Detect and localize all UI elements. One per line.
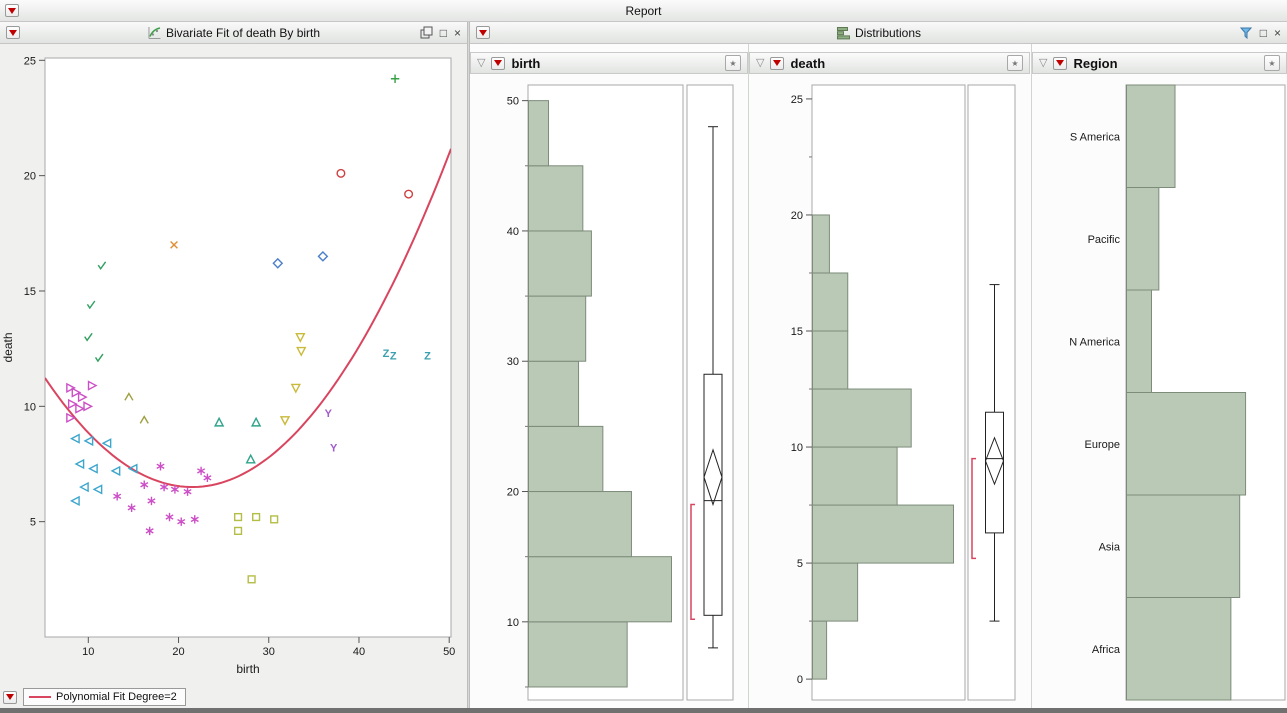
red-triangle-icon <box>479 29 487 36</box>
svg-text:25: 25 <box>24 55 36 67</box>
red-triangle-icon <box>773 60 782 66</box>
distributions-icon <box>836 26 850 39</box>
panel-divider[interactable] <box>467 22 470 713</box>
svg-text:50: 50 <box>443 646 455 658</box>
birth-red-triangle-menu[interactable] <box>491 56 506 70</box>
svg-text:5: 5 <box>797 558 803 570</box>
svg-text:20: 20 <box>507 487 519 499</box>
data-filter-icon[interactable] <box>1239 26 1253 40</box>
svg-text:10: 10 <box>507 617 519 629</box>
fit-legend-row: Polynomial Fit Degree=2 <box>3 688 186 706</box>
report-red-triangle-menu[interactable] <box>5 4 19 17</box>
svg-text:10: 10 <box>24 401 36 413</box>
window-titlebar: Report <box>0 0 1287 22</box>
section-divider <box>748 44 749 708</box>
svg-text:5: 5 <box>30 517 36 529</box>
region-red-triangle-menu[interactable] <box>1053 56 1068 70</box>
svg-text:Z: Z <box>383 348 390 360</box>
distributions-maximize-icon[interactable]: □ <box>1259 25 1267 40</box>
window-title: Report <box>625 3 662 18</box>
death-red-triangle-menu[interactable] <box>770 56 785 70</box>
bivariate-close-icon[interactable]: × <box>453 25 461 40</box>
region-section-header: ▽ Region ★ <box>1032 52 1287 74</box>
svg-text:10: 10 <box>82 646 94 658</box>
svg-text:50: 50 <box>507 96 519 108</box>
svg-text:death: death <box>1 332 15 362</box>
birth-disclosure-triangle[interactable]: ▽ <box>477 56 486 69</box>
birth-section-header: ▽ birth ★ <box>470 52 748 74</box>
svg-text:Europe: Europe <box>1085 439 1120 451</box>
death-section-title: death <box>790 55 826 71</box>
svg-text:Z: Z <box>390 350 397 362</box>
svg-text:40: 40 <box>353 646 365 658</box>
death-disclosure-triangle[interactable]: ▽ <box>756 56 765 69</box>
death-histogram[interactable]: 0 5 10 15 20 25 <box>749 74 1030 711</box>
svg-text:15: 15 <box>791 326 803 338</box>
svg-text:30: 30 <box>263 646 275 658</box>
bivariate-title: Bivariate Fit of death By birth <box>165 25 321 40</box>
svg-text:Z: Z <box>424 350 431 362</box>
svg-text:25: 25 <box>791 94 803 106</box>
svg-text:S America: S America <box>1070 131 1121 143</box>
birth-section-title: birth <box>511 55 541 71</box>
distributions-close-icon[interactable]: × <box>1273 25 1281 40</box>
svg-text:40: 40 <box>507 226 519 238</box>
red-triangle-icon <box>6 694 14 700</box>
svg-text:20: 20 <box>24 171 36 183</box>
distributions-titlebar: Distributions □ × <box>470 22 1287 44</box>
svg-text:Pacific: Pacific <box>1088 234 1121 246</box>
svg-text:0: 0 <box>797 674 803 686</box>
fit-line-swatch <box>29 696 51 698</box>
region-section-title: Region <box>1073 55 1118 71</box>
region-disclosure-triangle[interactable]: ▽ <box>1039 56 1048 69</box>
svg-text:birth: birth <box>236 662 259 676</box>
svg-text:10: 10 <box>791 442 803 454</box>
birth-bookmark-button[interactable]: ★ <box>725 55 741 71</box>
bivariate-maximize-icon[interactable]: □ <box>439 25 447 40</box>
svg-text:20: 20 <box>172 646 184 658</box>
svg-text:N America: N America <box>1069 336 1121 348</box>
bivariate-titlebar: Bivariate Fit of death By birth □ × <box>0 22 467 44</box>
svg-text:Y: Y <box>330 443 338 455</box>
region-bar-chart[interactable]: S America Pacific N America Europe Asia Afric… <box>1032 74 1287 711</box>
birth-histogram[interactable]: 10 20 30 40 50 <box>470 74 748 711</box>
svg-text:Y: Y <box>325 408 333 420</box>
window-bottom-edge <box>0 708 1287 713</box>
svg-text:Asia: Asia <box>1099 541 1121 553</box>
fit-legend: Polynomial Fit Degree=2 <box>23 688 186 706</box>
bivariate-popout-icon[interactable] <box>420 26 433 39</box>
bivariate-red-triangle-menu[interactable] <box>6 26 20 39</box>
bivariate-fit-icon <box>147 26 160 39</box>
polynomial-fit-red-triangle-menu[interactable] <box>3 690 17 704</box>
svg-text:Africa: Africa <box>1092 644 1121 656</box>
death-bookmark-button[interactable]: ★ <box>1007 55 1023 71</box>
red-triangle-icon <box>1056 60 1065 66</box>
fit-legend-label: Polynomial Fit Degree=2 <box>56 691 177 703</box>
region-bookmark-button[interactable]: ★ <box>1264 55 1280 71</box>
red-triangle-icon <box>9 29 17 36</box>
svg-text:15: 15 <box>24 286 36 298</box>
red-triangle-icon <box>8 7 16 14</box>
death-section-header: ▽ death ★ <box>749 52 1030 74</box>
red-triangle-icon <box>494 60 503 66</box>
section-divider <box>1031 44 1032 708</box>
distributions-title: Distributions <box>854 25 922 40</box>
svg-text:20: 20 <box>791 210 803 222</box>
distributions-red-triangle-menu[interactable] <box>476 26 490 39</box>
svg-text:30: 30 <box>507 356 519 368</box>
